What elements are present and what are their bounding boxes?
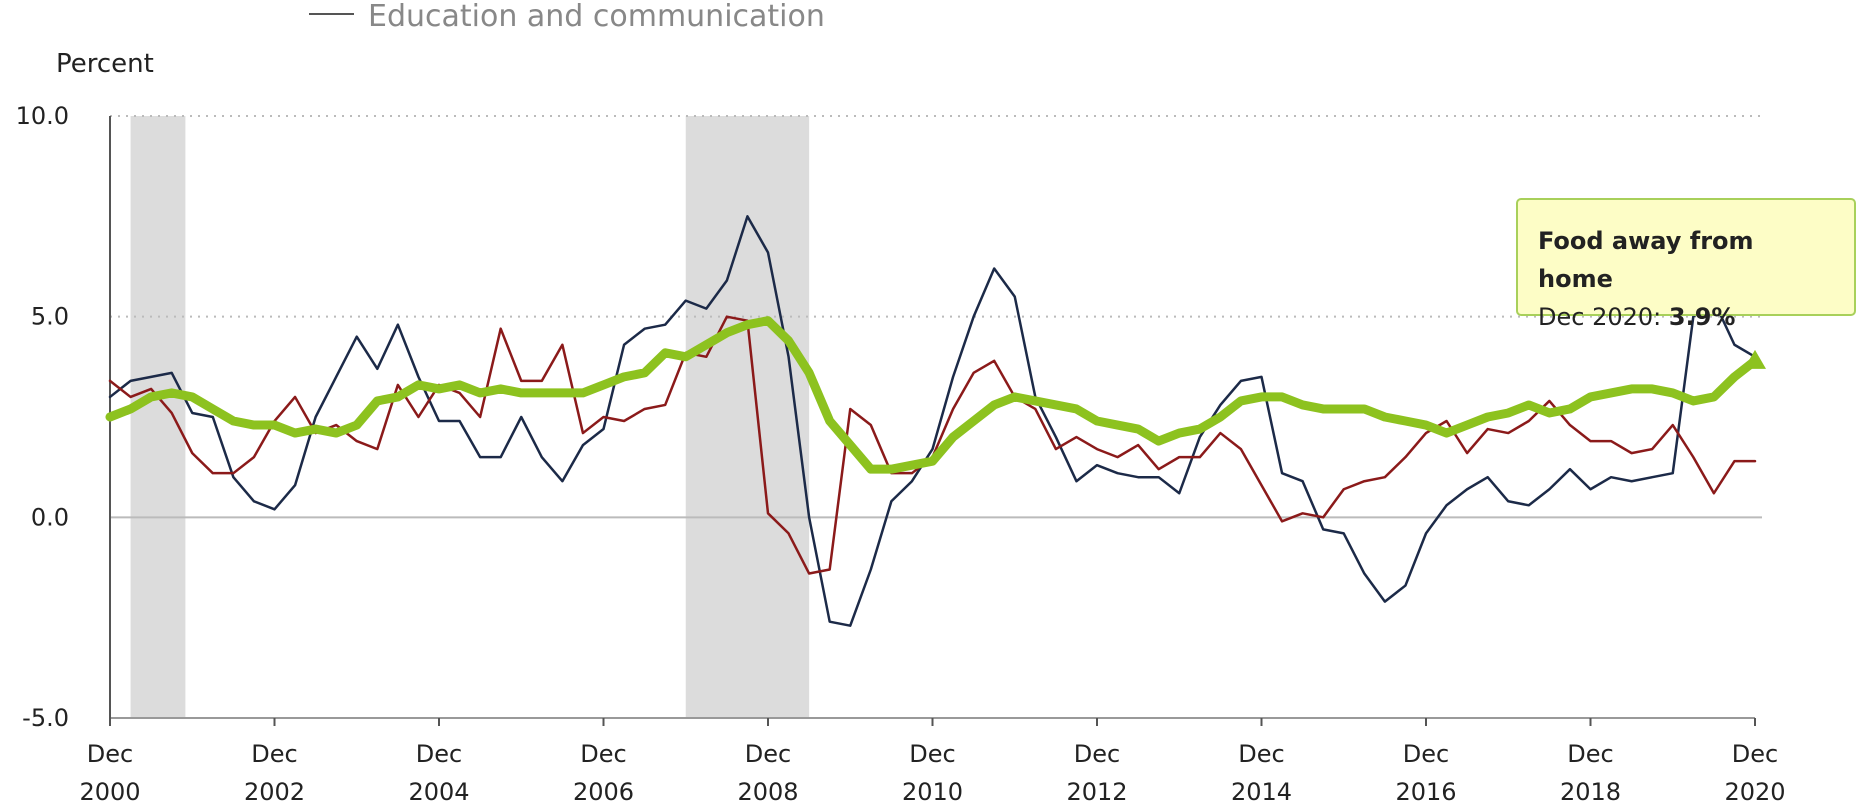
- x-tick-label: Dec 2020: [1724, 740, 1786, 806]
- recession-band: [685, 116, 810, 718]
- legend-label: Education and communication: [368, 0, 825, 34]
- x-tick-label: Dec 2004: [408, 740, 470, 806]
- x-tick-label: Dec 2018: [1559, 740, 1622, 806]
- x-tick-label: Dec 2016: [1395, 740, 1457, 806]
- recession-band: [130, 116, 186, 718]
- series-line: [108, 215, 1757, 627]
- x-tick-label: Dec 2014: [1230, 740, 1293, 806]
- y-axis-label: Percent: [56, 49, 154, 79]
- x-tick-label: Dec 2008: [737, 740, 799, 806]
- end-marker: [1744, 349, 1766, 369]
- tooltip-date: Dec 2020: [1538, 303, 1669, 331]
- x-tick-label: Dec 2000: [79, 740, 141, 806]
- series-line: [105, 316, 1760, 474]
- tooltip: Food away from home Dec 20203.9%: [1516, 198, 1856, 331]
- tooltip-title: Food away from home: [1538, 227, 1754, 293]
- y-tick-label: 5.0: [31, 303, 69, 331]
- x-tick-label: Dec 2006: [572, 740, 635, 806]
- y-tick-label: 10.0: [16, 102, 69, 130]
- y-tick-label: 0.0: [31, 503, 69, 531]
- plot: -5.0 0.0 5.0 10.0: [16, 102, 1766, 732]
- y-tick-label: -5.0: [22, 704, 69, 732]
- x-tick-label: Dec 2012: [1066, 740, 1128, 806]
- x-tick-label: Dec 2010: [901, 740, 964, 806]
- x-tick-label: Dec 2002: [243, 740, 306, 806]
- tooltip-value: 3.9%: [1668, 303, 1736, 331]
